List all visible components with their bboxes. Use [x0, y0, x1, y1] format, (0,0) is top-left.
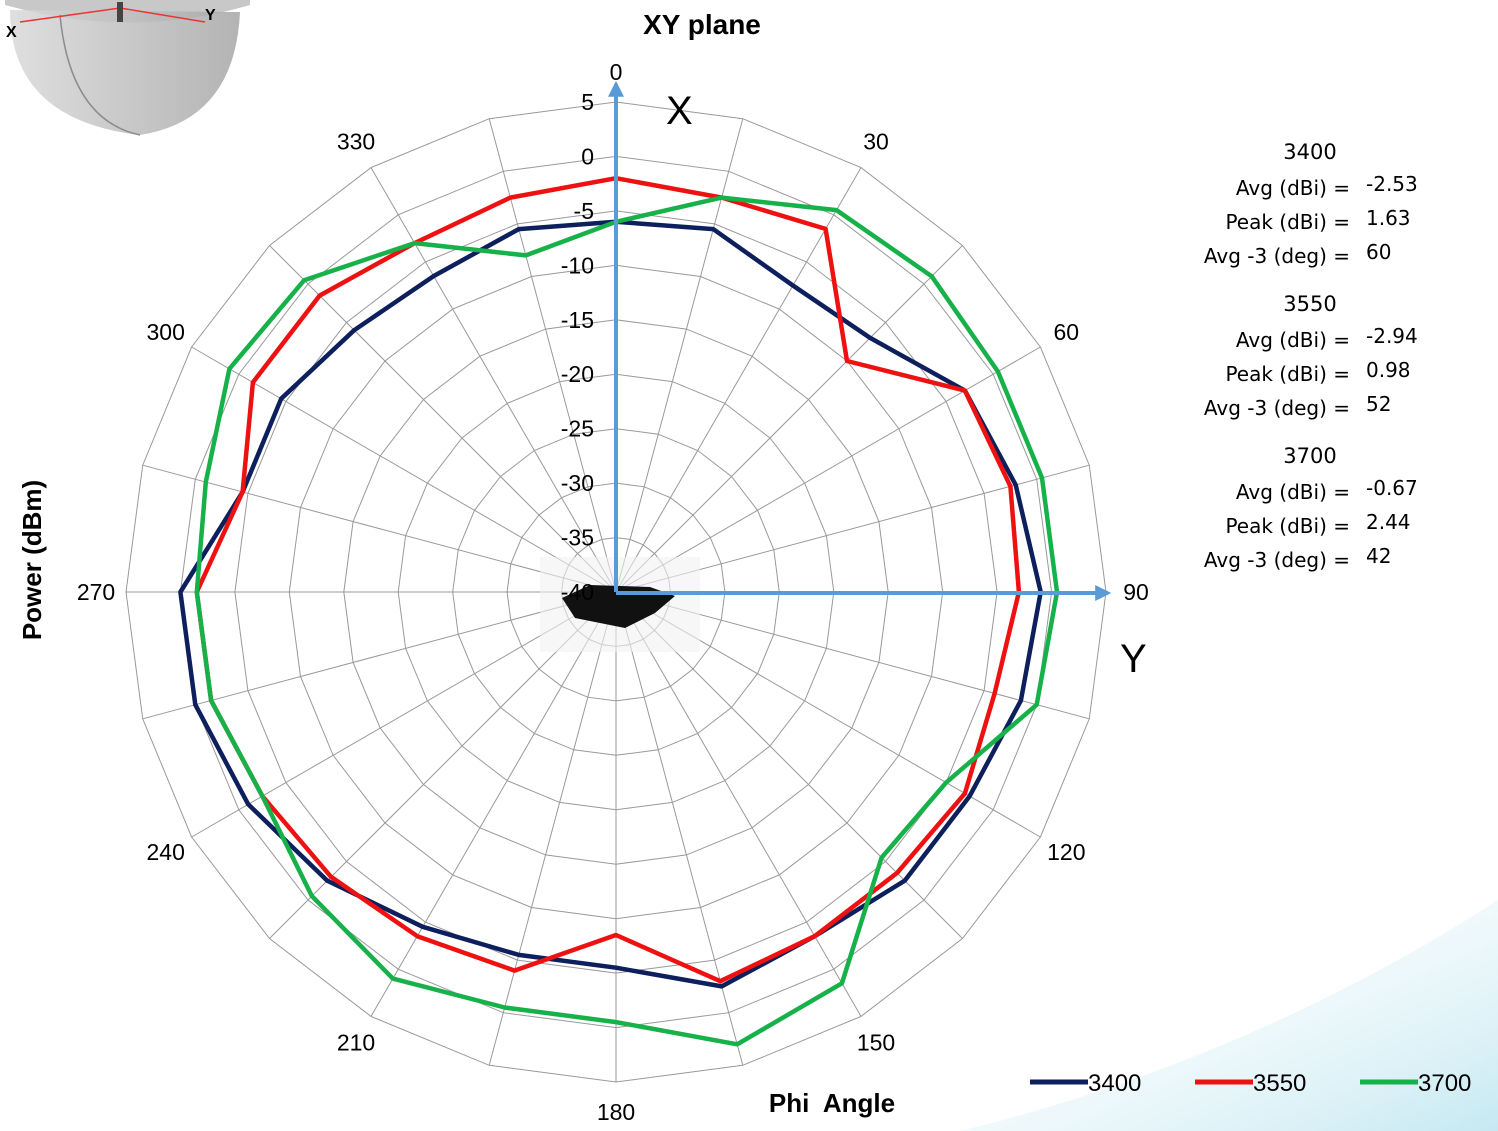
angle-tick-label: 210 — [337, 1029, 375, 1055]
grid-spoke — [615, 591, 862, 1017]
radial-tick-label: -25 — [561, 416, 594, 442]
radial-tick-label: -15 — [561, 307, 594, 333]
radial-tick-label: -10 — [561, 252, 594, 278]
grid-spoke — [615, 591, 744, 1066]
inset-y-label: Y — [205, 7, 216, 24]
angle-tick-label: 150 — [857, 1029, 895, 1055]
stats-value: 52 — [1366, 392, 1392, 416]
angle-tick-label: 90 — [1123, 579, 1149, 605]
stats-title: 3700 — [1283, 444, 1337, 468]
radial-tick-label: 5 — [581, 89, 594, 115]
series-line-3550 — [194, 175, 1022, 984]
radial-tick-label: -5 — [574, 198, 594, 224]
stats-row-avg3: Avg -3 (deg) = 60 — [1150, 240, 1450, 274]
radial-tick-label: -40 — [561, 579, 594, 605]
chart-title: XY plane — [643, 9, 761, 40]
radial-tick-labels: 5 0 -5 -10 -15 -20 -25 -30 -35 -40 — [561, 89, 594, 605]
stats-label: Avg -3 (deg) = — [1203, 244, 1350, 268]
center-device-image — [540, 557, 700, 652]
radial-tick-label: 0 — [581, 143, 594, 169]
y-axis-title: Power (dBm) — [17, 480, 47, 640]
radial-tick-label: -30 — [561, 470, 594, 496]
stats-row-avg3: Avg -3 (deg) = 42 — [1150, 544, 1450, 578]
stats-label: Avg -3 (deg) = — [1203, 396, 1350, 420]
y-axis-marker: Y — [1120, 637, 1147, 681]
stats-row-avg: Avg (dBi) = -2.94 — [1150, 324, 1450, 358]
grid-spoke — [191, 346, 617, 593]
stats-row-avg: Avg (dBi) = -0.67 — [1150, 476, 1450, 510]
x-axis-marker: X — [666, 89, 693, 133]
stats-label: Avg (dBi) = — [1235, 480, 1350, 504]
data-series — [178, 175, 1060, 1047]
x-axis-title: Phi Angle — [769, 1088, 895, 1118]
grid-spoke — [615, 167, 862, 593]
angle-tick-label: 30 — [863, 129, 889, 155]
stats-row-peak: Peak (dBi) = 2.44 — [1150, 510, 1450, 544]
grid-spoke — [615, 245, 963, 593]
angle-tick-label: 180 — [597, 1099, 635, 1125]
stats-block-3550: 3550 Avg (dBi) = -2.94 Peak (dBi) = 0.98… — [1150, 292, 1450, 426]
stats-value: 0.98 — [1366, 358, 1411, 382]
angle-tick-label: 270 — [77, 579, 115, 605]
series-line-3700 — [194, 195, 1060, 1047]
stats-block-3400: 3400 Avg (dBi) = -2.53 Peak (dBi) = 1.63… — [1150, 140, 1450, 274]
angle-tick-label: 330 — [337, 129, 375, 155]
stats-label: Peak (dBi) = — [1225, 362, 1350, 386]
stats-label: Peak (dBi) = — [1225, 514, 1350, 538]
stats-row-avg3: Avg -3 (deg) = 52 — [1150, 392, 1450, 426]
stats-panel: 3400 Avg (dBi) = -2.53 Peak (dBi) = 1.63… — [1150, 140, 1450, 596]
angle-tick-labels: 0 30 60 90 120 150 180 210 240 270 300 330 — [77, 59, 1149, 1125]
grid-spoke — [142, 464, 617, 593]
legend-label-3400: 3400 — [1088, 1070, 1141, 1097]
stats-value: 60 — [1366, 240, 1392, 264]
stats-value: -0.67 — [1366, 476, 1418, 500]
grid-spoke — [142, 591, 617, 720]
stats-value: 2.44 — [1366, 510, 1411, 534]
stats-label: Peak (dBi) = — [1225, 210, 1350, 234]
stats-label: Avg (dBi) = — [1235, 328, 1350, 352]
chart-legend: 3400 3550 3700 — [1030, 1070, 1471, 1097]
angle-tick-label: 60 — [1054, 319, 1080, 345]
grid-spoke — [488, 591, 617, 1066]
angle-tick-label: 240 — [147, 839, 185, 865]
stats-label: Avg (dBi) = — [1235, 176, 1350, 200]
radial-tick-label: -20 — [561, 361, 594, 387]
angle-tick-label: 120 — [1047, 839, 1085, 865]
stats-value: 1.63 — [1366, 206, 1411, 230]
grid-spoke — [269, 245, 617, 593]
stats-title: 3400 — [1283, 140, 1337, 164]
stats-row-peak: Peak (dBi) = 1.63 — [1150, 206, 1450, 240]
legend-label-3550: 3550 — [1253, 1070, 1306, 1097]
radial-tick-label: -35 — [561, 525, 594, 551]
stats-value: -2.53 — [1366, 172, 1418, 196]
stats-row-peak: Peak (dBi) = 0.98 — [1150, 358, 1450, 392]
stats-value: 42 — [1366, 544, 1392, 568]
stats-row-avg: Avg (dBi) = -2.53 — [1150, 172, 1450, 206]
stats-label: Avg -3 (deg) = — [1203, 548, 1350, 572]
inset-x-label: X — [6, 24, 17, 41]
angle-tick-label: 300 — [147, 319, 185, 345]
grid-spoke — [615, 346, 1041, 593]
grid-spoke — [370, 591, 617, 1017]
grid-spoke — [370, 167, 617, 593]
angle-tick-label: 0 — [610, 59, 623, 85]
inset-orientation-graphic: X Y — [5, 0, 250, 136]
stats-title: 3550 — [1283, 292, 1337, 316]
legend-label-3700: 3700 — [1418, 1070, 1471, 1097]
stats-block-3700: 3700 Avg (dBi) = -0.67 Peak (dBi) = 2.44… — [1150, 444, 1450, 578]
stats-value: -2.94 — [1366, 324, 1418, 348]
